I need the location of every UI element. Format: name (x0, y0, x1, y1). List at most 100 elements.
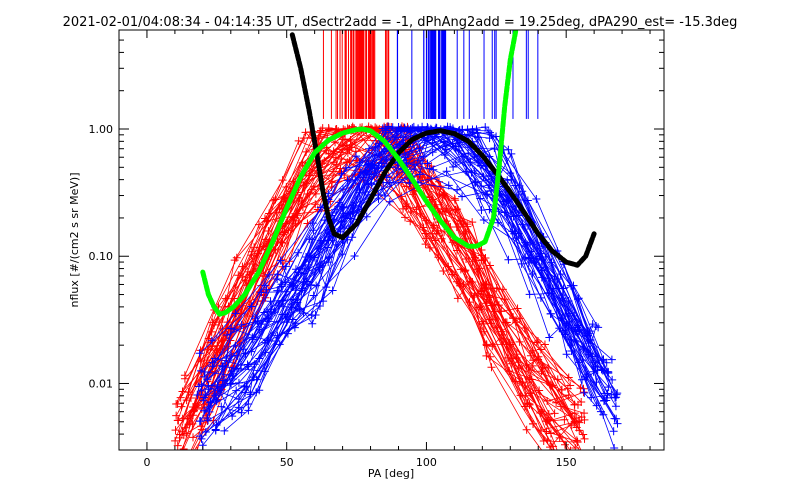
blue-plus-marker (216, 386, 225, 395)
blue-plus-marker (378, 124, 387, 133)
red-plus-marker (247, 251, 256, 260)
red-plus-marker (456, 265, 465, 274)
blue-plus-marker (247, 302, 256, 311)
blue-plus-marker (350, 252, 359, 261)
blue-plus-marker (217, 361, 226, 370)
blue-plus-marker (339, 211, 348, 220)
red-plus-marker (492, 283, 501, 292)
blue-plus-marker (200, 367, 209, 376)
red-plus-marker (315, 128, 324, 137)
blue-plus-marker (270, 308, 279, 317)
red-plus-marker (521, 381, 530, 390)
red-plus-marker (577, 413, 586, 422)
black-model-curve (289, 32, 597, 268)
y-tick-label: 0.10 (89, 250, 114, 263)
blue-plus-marker (237, 320, 246, 329)
red-plus-marker (230, 256, 239, 265)
blue-plus-marker (304, 260, 313, 269)
blue-plus-marker (547, 289, 556, 298)
red-plus-marker (271, 195, 280, 204)
red-plus-marker (437, 234, 446, 243)
blue-plus-marker (377, 147, 386, 156)
blue-plus-marker (251, 314, 260, 323)
red-plus-marker (341, 135, 350, 144)
blue-plus-marker (308, 319, 317, 328)
blue-plus-marker (580, 388, 589, 397)
red-plus-marker (575, 418, 584, 427)
red-plus-marker (305, 171, 314, 180)
red-plus-marker (485, 261, 494, 270)
red-plus-marker (536, 345, 545, 354)
blue-plus-marker (594, 323, 603, 332)
red-plus-marker (573, 437, 582, 446)
red-plus-marker (185, 420, 194, 429)
blue-plus-marker (458, 192, 467, 201)
blue-plus-marker (588, 320, 597, 329)
red-plus-marker (324, 125, 333, 134)
red-plus-marker (182, 396, 191, 405)
red-plus-marker (500, 295, 509, 304)
blue-plus-marker (234, 378, 243, 387)
blue-plus-marker (263, 307, 271, 316)
red-plus-marker (254, 220, 263, 229)
blue-plus-marker (423, 159, 432, 168)
blue-plus-marker (263, 314, 272, 323)
blue-plus-marker (195, 349, 204, 358)
blue-plus-marker (562, 350, 571, 359)
blue-plus-marker (484, 126, 493, 135)
blue-plus-marker (536, 293, 545, 302)
red-plus-marker (177, 402, 186, 411)
blue-plus-marker (273, 275, 282, 284)
red-plus-marker (284, 226, 293, 235)
blue-plus-marker (442, 167, 451, 176)
blue-plus-marker (232, 386, 241, 395)
blue-plus-marker (384, 122, 393, 131)
chart-title: 2021-02-01/04:08:34 - 04:14:35 UT, dSect… (63, 15, 738, 30)
blue-plus-marker (314, 244, 323, 253)
blue-plus-marker (464, 149, 473, 158)
blue-plus-marker (324, 258, 333, 267)
red-plus-marker (462, 254, 471, 263)
blue-plus-marker (423, 123, 432, 132)
red-plus-marker (507, 359, 516, 368)
red-plus-marker (295, 193, 304, 202)
blue-plus-marker (477, 206, 486, 215)
red-plus-marker (453, 294, 462, 303)
red-plus-marker (188, 411, 197, 420)
red-plus-marker (329, 158, 338, 167)
blue-plus-marker (316, 203, 325, 212)
red-plus-marker (196, 357, 205, 366)
red-plus-marker (580, 434, 589, 443)
blue-plus-marker (261, 348, 270, 357)
green-model-curve (200, 30, 519, 317)
blue-plus-marker (532, 195, 541, 204)
red-plus-marker (277, 238, 286, 247)
blue-plus-marker (240, 381, 249, 390)
y-axis-label: nflux [#/(cm2 s sr MeV)] (68, 173, 81, 308)
blue-plus-marker (273, 270, 282, 279)
blue-plus-marker (536, 249, 545, 258)
blue-plus-marker (328, 286, 337, 295)
blue-plus-marker (607, 355, 616, 364)
blue-plus-marker (220, 426, 229, 435)
red-plus-marker (527, 365, 536, 374)
blue-plus-marker (484, 181, 493, 190)
red-plus-marker (439, 190, 448, 199)
y-tick-label: 1.00 (89, 123, 114, 136)
red-plus-marker (580, 409, 589, 418)
red-plus-marker (470, 253, 479, 262)
blue-plus-marker (206, 398, 215, 407)
red-plus-marker (570, 400, 579, 409)
red-plus-marker (175, 433, 184, 442)
blue-plus-marker (572, 337, 581, 346)
blue-plus-marker (213, 382, 222, 391)
blue-plus-marker (537, 266, 546, 275)
red-plus-marker (318, 124, 327, 133)
blue-plus-marker (602, 396, 611, 405)
blue-plus-marker (494, 218, 503, 227)
red-plus-marker (475, 303, 484, 312)
red-plus-marker (544, 410, 553, 419)
axes: 0 50 100 150 0.01 0.10 1.00 (89, 29, 664, 469)
red-plus-marker (490, 307, 499, 316)
